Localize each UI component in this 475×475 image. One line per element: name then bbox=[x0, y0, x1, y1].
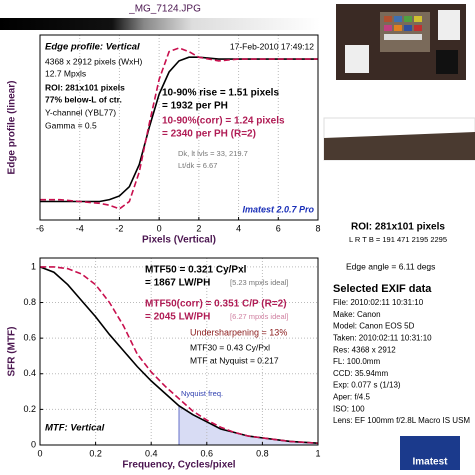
exif-line: FL: 100.0mm bbox=[333, 357, 380, 366]
x-tick-label: 6 bbox=[276, 223, 281, 233]
x-tick-label: 0.6 bbox=[201, 448, 214, 458]
annotation: 77% below-L of ctr. bbox=[45, 94, 122, 104]
x-tick-label: -2 bbox=[115, 223, 123, 233]
exif-title: Selected EXIF data bbox=[333, 283, 432, 295]
annotation: = 2045 LW/PH bbox=[145, 312, 210, 323]
annotation: Gamma = 0.5 bbox=[45, 120, 97, 130]
annotation: MTF50 = 0.321 Cy/Pxl bbox=[145, 265, 247, 276]
chart-title: Edge profile: Vertical bbox=[45, 42, 140, 53]
y-tick-label: 1 bbox=[31, 261, 36, 271]
x-tick-label: 0 bbox=[37, 448, 42, 458]
top-annotations: Edge profile: Vertical 17-Feb-2010 17:49… bbox=[45, 41, 314, 214]
exif-line: Make: Canon bbox=[333, 310, 381, 319]
nyquist-region bbox=[179, 405, 318, 445]
annotation: MTF50(corr) = 0.351 C/P (R=2) bbox=[145, 299, 287, 310]
annotation: ROI: 281x101 pixels bbox=[45, 82, 125, 92]
annotation: 12.7 Mpxls bbox=[45, 68, 86, 78]
plot: -6 -4 -2 0 2 4 6 8 Pixels (Vertical) Edge profile… bbox=[7, 34, 321, 246]
right-panel: ROI: 281x101 pixels L R T B = 191 471 21… bbox=[323, 4, 475, 470]
series-line bbox=[40, 266, 319, 445]
y-tick-label: 0.6 bbox=[23, 333, 36, 343]
annotation: Dk, lt lvls = 33, 219.7 bbox=[178, 149, 248, 158]
x-tick-label: 0.4 bbox=[145, 448, 158, 458]
annotation: [5.23 mpxls ideal] bbox=[230, 278, 288, 287]
x-tick-label: 4 bbox=[236, 223, 241, 233]
exif-list: File: 2010:02:11 10:31:10 Make: Canon Mode… bbox=[333, 298, 470, 425]
x-tick-label: 0.8 bbox=[256, 448, 269, 458]
annotation: 17-Feb-2010 17:49:12 bbox=[230, 41, 314, 51]
annotation: 4368 x 2912 pixels (WxH) bbox=[45, 56, 142, 66]
logo-text: Imatest bbox=[412, 457, 448, 468]
annotation: = 1867 LW/PH bbox=[145, 278, 210, 289]
annotation: Y-channel (YBL77) bbox=[45, 107, 116, 117]
annotation: = 2340 per PH (R=2) bbox=[162, 129, 256, 140]
annotation: Undersharpening = 13% bbox=[190, 327, 287, 337]
plot-frame bbox=[39, 257, 319, 446]
annotation: 10-90%(corr) = 1.24 pixels bbox=[162, 116, 285, 127]
annotation: Imatest 2.0.7 Pro bbox=[242, 204, 314, 214]
exif-line: File: 2010:02:11 10:31:10 bbox=[333, 298, 424, 307]
nyquist-label: Nyquist freq. bbox=[181, 389, 223, 398]
exif-line: CCD: 35.94mm bbox=[333, 369, 388, 378]
y-axis-label: Edge profile (linear) bbox=[7, 81, 18, 175]
exif-line: ISO: 100 bbox=[333, 404, 365, 413]
annotation: MTF at Nyquist = 0.217 bbox=[190, 355, 279, 365]
y-axis-label: SFR (MTF) bbox=[7, 327, 18, 377]
x-tick-label: 8 bbox=[315, 223, 320, 233]
annotation: MTF30 = 0.43 Cy/Pxl bbox=[190, 342, 270, 352]
plot-area bbox=[40, 35, 318, 220]
x-axis-label: Frequency, Cycles/pixel bbox=[122, 460, 235, 471]
y-tick-label: 0.4 bbox=[23, 368, 36, 378]
y-tick-label: 0 bbox=[31, 439, 36, 449]
gray-scale-bar bbox=[0, 18, 320, 30]
y-tick-label: 0.2 bbox=[23, 404, 36, 414]
logo bbox=[400, 436, 460, 470]
exif-line: Aper: f/4.5 bbox=[333, 393, 370, 402]
y-tick-label: 0.8 bbox=[23, 297, 36, 307]
chart-title: MTF: Vertical bbox=[45, 423, 105, 434]
plot: Nyquist freq. 0 0.2 0.4 0.6 0.8 1 0 0.2 0.4 0.6 0.8… bbox=[7, 257, 321, 471]
roi: ROI: 281x101 pixels bbox=[351, 222, 445, 233]
x-axis-label: Pixels (Vertical) bbox=[142, 235, 216, 246]
exif-line: Model: Canon EOS 5D bbox=[333, 322, 415, 331]
edge-angle: Edge angle = 6.11 degs bbox=[346, 261, 435, 271]
plot-frame bbox=[39, 34, 319, 221]
exif-line: Exp: 0.077 s (1/13) bbox=[333, 381, 401, 390]
lrtb: L R T B = 191 471 2195 2295 bbox=[349, 235, 447, 244]
x-tick-label: 1 bbox=[315, 448, 320, 458]
bottom-annotations: MTF50 = 0.321 Cy/Pxl = 1867 LW/PH [5.23 … bbox=[45, 265, 288, 434]
x-tick-label: 0 bbox=[157, 223, 162, 233]
annotation: 10-90% rise = 1.51 pixels bbox=[162, 88, 279, 99]
series-line bbox=[40, 47, 318, 210]
exif-line: Lens: EF 100mm f/2.8L Macro IS USM bbox=[333, 416, 470, 425]
exif-line: Taken: 2010:02:11 10:31:10 bbox=[333, 334, 432, 343]
file-title: _MG_7124.JPG bbox=[128, 4, 201, 15]
x-tick-label: -6 bbox=[36, 223, 44, 233]
annotation: Lt/dk = 6.67 bbox=[178, 161, 217, 170]
annotation: [6.27 mpxls ideal] bbox=[230, 312, 288, 321]
x-tick-label: -4 bbox=[76, 223, 84, 233]
annotation: = 1932 per PH bbox=[162, 101, 228, 112]
exif-line: Res: 4368 x 2912 bbox=[333, 345, 396, 354]
x-tick-label: 0.2 bbox=[89, 448, 102, 458]
x-tick-label: 2 bbox=[196, 223, 201, 233]
